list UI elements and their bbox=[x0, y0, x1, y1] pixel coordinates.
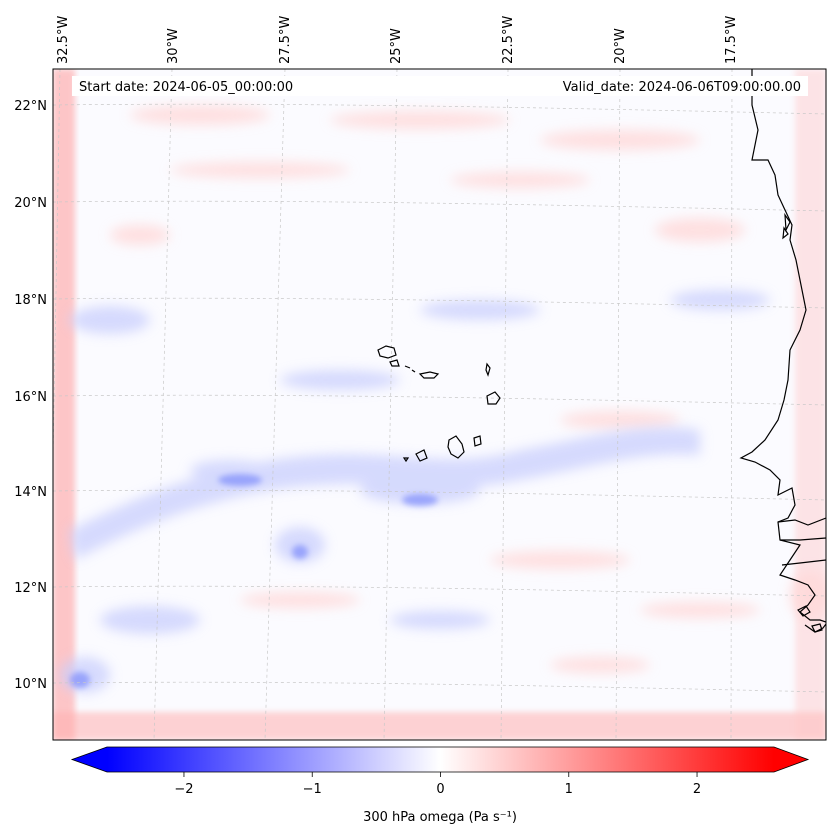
colorbar-gradient bbox=[107, 747, 774, 772]
lon-tick: 22.5°W bbox=[501, 16, 516, 64]
lat-tick: 20°N bbox=[14, 196, 47, 211]
lon-tick: 17.5°W bbox=[724, 16, 739, 64]
coastlines bbox=[377, 69, 826, 633]
santo-antao-island bbox=[377, 345, 397, 359]
colorbar-extend-min bbox=[72, 747, 107, 772]
map-background bbox=[53, 69, 826, 740]
lon-tick: 30°W bbox=[166, 28, 181, 64]
colorbar-tick-label: −1 bbox=[303, 782, 322, 797]
lat-tick: 10°N bbox=[14, 677, 47, 692]
lon-tick: 20°W bbox=[613, 28, 628, 64]
start-date-label: Start date: 2024-06-05_00:00:00 bbox=[79, 80, 293, 95]
colorbar-extend-max bbox=[774, 747, 808, 772]
colorbar-outline bbox=[70, 746, 810, 773]
santiago-island bbox=[447, 435, 465, 459]
latitude-ticks: 22°N 20°N 18°N 16°N 14°N 12°N 10°N bbox=[14, 99, 47, 692]
lon-tick: 25°W bbox=[389, 28, 404, 64]
west-boundary-band bbox=[53, 69, 75, 740]
graticule bbox=[53, 69, 826, 740]
colorbar-ticks: −2 −1 0 1 2 bbox=[174, 772, 701, 797]
colorbar-title: 300 hPa omega (Pa s⁻¹) bbox=[363, 810, 517, 825]
colorbar-tick-label: 1 bbox=[565, 782, 573, 797]
lat-tick: 22°N bbox=[14, 99, 47, 114]
lon-tick: 32.5°W bbox=[56, 16, 71, 64]
colorbar-tick-label: −2 bbox=[174, 782, 193, 797]
africa-coastline bbox=[739, 69, 826, 623]
lat-tick: 12°N bbox=[14, 581, 47, 596]
annotation-background bbox=[72, 76, 808, 96]
valid-date-label: Valid_date: 2024-06-06T09:00:00.00 bbox=[563, 80, 801, 95]
north-red-streaks bbox=[110, 105, 826, 673]
colorbar-tick-label: 2 bbox=[693, 782, 701, 797]
longitude-ticks: 32.5°W 30°W 27.5°W 25°W 22.5°W 20°W 17.5… bbox=[56, 16, 739, 64]
map-frame bbox=[52, 68, 827, 741]
lat-tick: 18°N bbox=[14, 293, 47, 308]
strong-blue-cores bbox=[70, 474, 438, 688]
colorbar: −2 −1 0 1 2 300 hPa omega (Pa s⁻¹) bbox=[70, 746, 810, 825]
south-boundary-band bbox=[53, 712, 826, 740]
omega-field bbox=[53, 69, 826, 740]
lat-tick: 16°N bbox=[14, 390, 47, 405]
colorbar-tick-label: 0 bbox=[436, 782, 444, 797]
lon-tick: 27.5°W bbox=[278, 16, 293, 64]
lat-tick: 14°N bbox=[14, 485, 47, 500]
map-panel: Start date: 2024-06-05_00:00:00 Valid_da… bbox=[53, 69, 826, 740]
